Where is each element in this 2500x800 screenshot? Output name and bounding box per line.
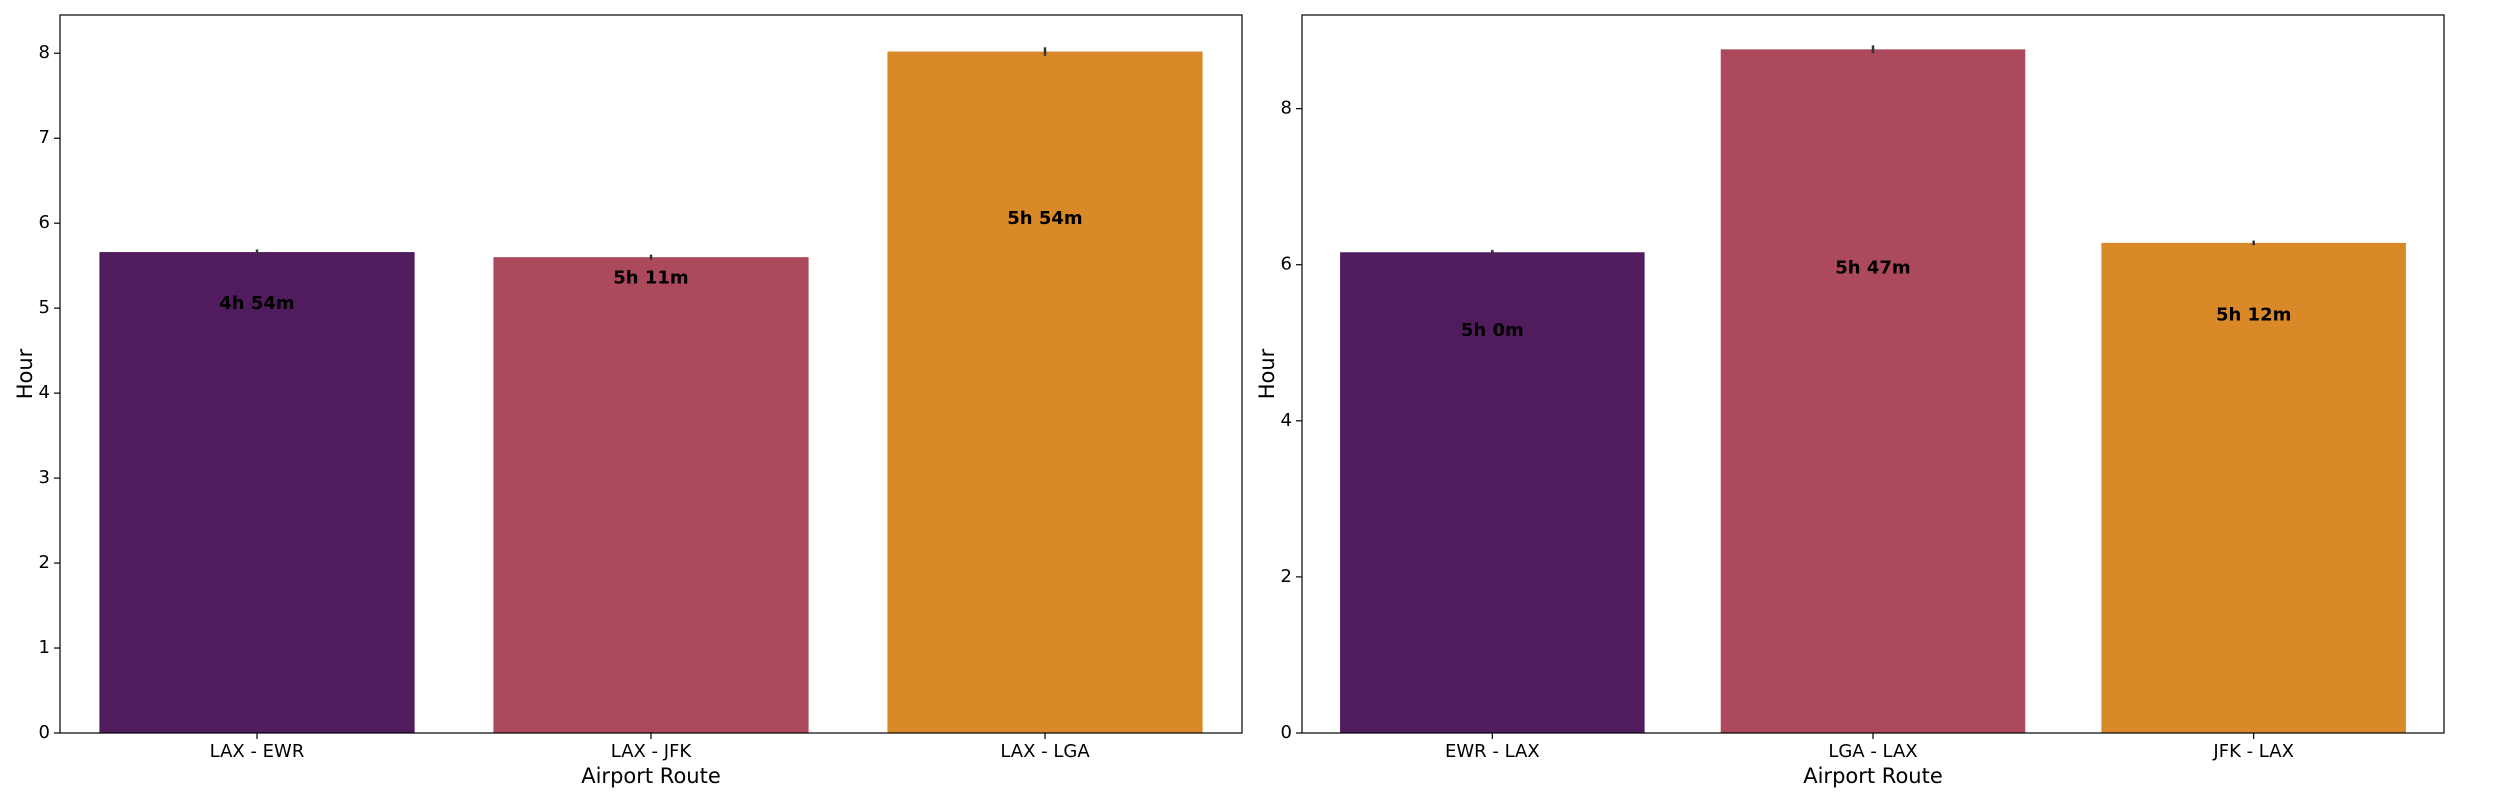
y-tick-label-0: 0 <box>39 722 50 743</box>
bar-2 <box>2101 242 2406 733</box>
y-tick-label-4: 4 <box>39 382 50 403</box>
bar-label-2: 5h 12m <box>2216 304 2291 325</box>
x-axis-title: Airport Route <box>581 764 721 788</box>
y-tick-label-3: 3 <box>39 467 50 488</box>
y-tick-label-0: 0 <box>1281 722 1292 743</box>
y-tick-label-1: 2 <box>1281 566 1292 587</box>
axes-frame <box>59 14 1243 734</box>
y-tick-label-4: 8 <box>1281 98 1292 119</box>
bar-label-1: 5h 11m <box>613 267 688 288</box>
bar-label-0: 4h 54m <box>219 293 294 314</box>
x-tick-label-1: LGA - LAX <box>1828 741 1917 762</box>
right-chart-panel: 5h 0m EWR - LAX 5h 47m LGA - LAX 5h 12m JFK -… <box>1255 14 2445 788</box>
y-tick-label-1: 1 <box>39 637 50 658</box>
y-tick-label-2: 2 <box>39 552 50 573</box>
y-tick-label-6: 6 <box>39 212 50 233</box>
y-axis-title: Hour <box>1255 348 1279 399</box>
bar-label-1: 5h 47m <box>1835 258 1910 279</box>
x-tick-label-2: JFK - LAX <box>2212 741 2294 762</box>
bar-0 <box>99 252 415 734</box>
y-tick-label-3: 6 <box>1281 254 1292 275</box>
x-tick-label-0: EWR - LAX <box>1445 741 1540 762</box>
x-tick-label-1: LAX - JFK <box>611 741 693 762</box>
bar-label-0: 5h 0m <box>1461 320 1524 341</box>
y-tick-label-5: 5 <box>39 297 50 318</box>
bar-1 <box>493 257 809 733</box>
bar-1 <box>1720 49 2026 734</box>
bar-label-2: 5h 54m <box>1007 208 1082 229</box>
axes-frame <box>1301 14 2445 734</box>
x-axis-title: Airport Route <box>1803 764 1943 788</box>
bar-0 <box>1340 252 1645 733</box>
bar-2 <box>887 51 1203 733</box>
x-tick-label-0: LAX - EWR <box>210 741 305 762</box>
y-tick-label-7: 7 <box>39 127 50 148</box>
y-tick-label-8: 8 <box>39 42 50 63</box>
y-axis-title: Hour <box>13 348 37 399</box>
y-tick-label-2: 4 <box>1281 410 1292 431</box>
x-tick-label-2: LAX - LGA <box>1000 741 1090 762</box>
left-chart-panel: 4h 54m LAX - EWR 5h 11m LAX - JFK 5h 54m LAX … <box>13 14 1243 788</box>
